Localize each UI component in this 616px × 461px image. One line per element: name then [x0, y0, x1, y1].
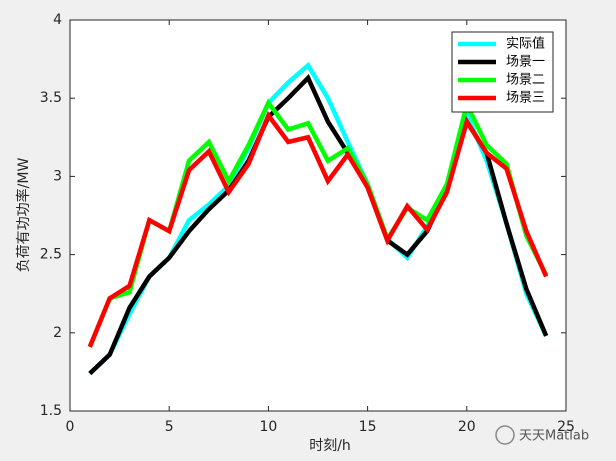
- x-tick-label: 0: [66, 419, 75, 435]
- y-tick-label: 2: [53, 325, 62, 341]
- x-tick-label: 15: [359, 419, 377, 435]
- series-line: [87, 110, 549, 348]
- y-tick-label: 4: [53, 12, 62, 28]
- legend-label: 场景二: [506, 73, 545, 88]
- x-axis-label: 时刻/h: [309, 438, 351, 454]
- axes-box: [69, 19, 567, 412]
- watermark-text: 天天Matlab: [519, 429, 589, 444]
- watermark-icon: [495, 425, 515, 445]
- y-tick-label: 1.5: [40, 403, 62, 419]
- x-tick-label: 5: [165, 419, 174, 435]
- watermark: 天天Matlab: [495, 425, 589, 445]
- x-tick-label: 10: [259, 419, 277, 435]
- y-tick-label: 3: [53, 168, 62, 184]
- y-tick-label: 2.5: [40, 247, 62, 263]
- x-tick-label: 20: [458, 419, 476, 435]
- y-tick-label: 3.5: [40, 90, 62, 106]
- y-axis-label: 负荷有功功率/MW: [15, 158, 32, 273]
- legend-label: 实际值: [506, 36, 545, 52]
- legend-label: 场景三: [506, 91, 545, 106]
- legend-label: 场景一: [506, 55, 545, 70]
- x-tick-label: 25: [557, 419, 575, 435]
